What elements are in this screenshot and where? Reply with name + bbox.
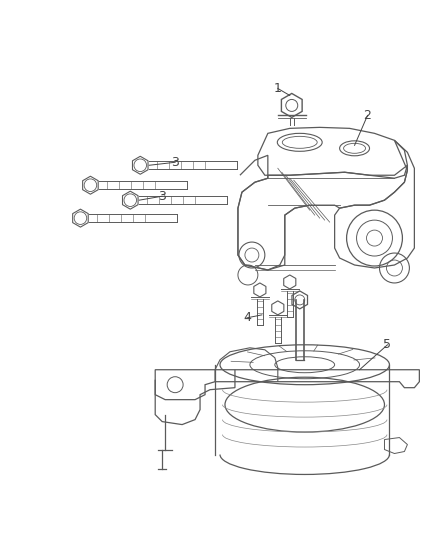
Text: 4: 4 [243, 311, 251, 325]
Text: 3: 3 [158, 190, 166, 203]
Text: 2: 2 [364, 109, 371, 122]
Text: 5: 5 [383, 338, 392, 351]
Text: 1: 1 [274, 82, 282, 95]
Text: 3: 3 [171, 156, 179, 169]
